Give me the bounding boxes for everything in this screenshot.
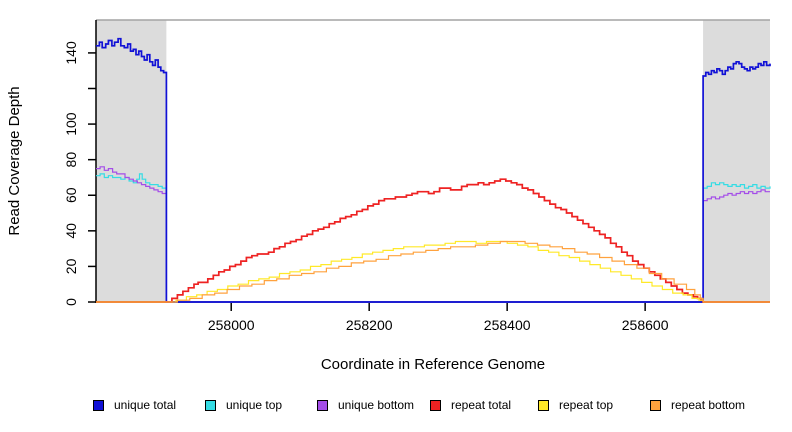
legend-item-repeat-total: repeat total xyxy=(430,396,511,414)
legend-item-unique-bottom: unique bottom xyxy=(317,396,414,414)
series-line-repeat-top xyxy=(96,240,770,303)
legend-item-unique-top: unique top xyxy=(205,396,282,414)
y-tick-label: 20 xyxy=(63,258,79,274)
y-axis-title: Read Coverage Depth xyxy=(6,86,23,235)
chart-legend: unique total unique top unique bottom repea… xyxy=(0,396,792,420)
legend-swatch-repeat-top xyxy=(538,399,549,411)
legend-item-repeat-top: repeat top xyxy=(538,396,613,414)
y-tick-label: 0 xyxy=(63,298,79,306)
y-tick-label: 80 xyxy=(63,152,79,168)
legend-label: repeat total xyxy=(451,398,512,412)
series-line-unique-total xyxy=(96,37,771,303)
legend-swatch-repeat-bottom xyxy=(650,399,661,411)
legend-swatch-unique-bottom xyxy=(317,399,328,411)
y-tick-label: 140 xyxy=(63,41,79,65)
x-tick-label: 258000 xyxy=(208,317,255,333)
legend-item-repeat-bottom: repeat bottom xyxy=(650,396,745,414)
legend-swatch-repeat-total xyxy=(430,399,441,411)
y-tick-label: 40 xyxy=(63,223,79,239)
legend-swatch-unique-top xyxy=(205,399,216,411)
x-tick-label: 258600 xyxy=(622,317,669,333)
y-tick-label: 60 xyxy=(63,187,79,203)
legend-label: repeat top xyxy=(559,398,614,412)
legend-label: unique top xyxy=(226,398,283,412)
plot-area: 258000 258200 258400 258600 0 20 40 60 80 100 140 xyxy=(63,19,771,333)
shaded-region xyxy=(96,20,167,302)
x-tick-label: 258200 xyxy=(346,317,393,333)
legend-label: unique bottom xyxy=(338,398,415,412)
series-line-repeat-bottom xyxy=(96,240,770,303)
x-axis-title: Coordinate in Reference Genome xyxy=(321,356,545,373)
y-tick-label: 100 xyxy=(63,112,79,136)
legend-label: repeat bottom xyxy=(671,398,746,412)
series-line-repeat-total xyxy=(96,178,770,303)
legend-item-unique-total: unique total xyxy=(93,396,176,414)
legend-label: unique total xyxy=(114,398,177,412)
x-tick-label: 258400 xyxy=(484,317,531,333)
legend-swatch-unique-total xyxy=(93,399,104,411)
